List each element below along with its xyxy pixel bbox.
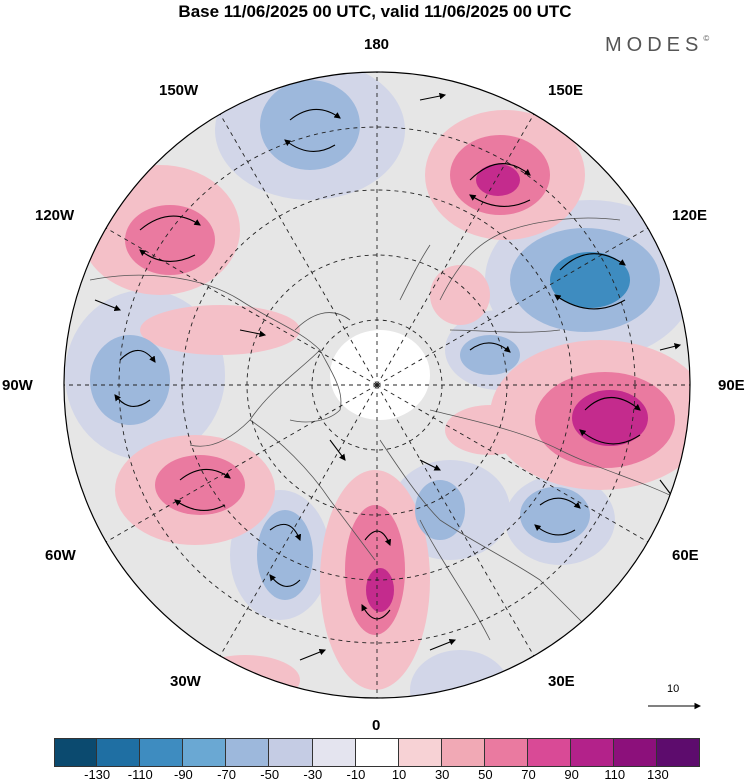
colorbar-tick-label: -110 [127,767,153,782]
colorbar-swatch [97,739,141,766]
colorbar-swatch [183,739,227,766]
anomaly-posL [430,265,490,325]
colorbar-tick-label: -10 [346,767,366,782]
colorbar-swatch [484,739,529,766]
modes-logo: MODES© [605,34,709,57]
anomaly-posM [125,205,215,275]
anomaly-posL [190,655,300,698]
colorbar-swatch [226,739,270,766]
colorbar-tick-label: 90 [564,767,579,782]
colorbar-tick-label: -90 [173,767,193,782]
colorbar-tick-label: 110 [604,767,626,782]
colorbar-tick-label: -70 [217,767,236,782]
colorbar-swatch [441,739,485,766]
map-title: Base 11/06/2025 00 UTC, valid 11/06/2025… [178,2,572,21]
lon-label-90w: 90W [2,377,33,394]
coastlines [89,217,681,641]
colorbar-swatch [140,739,184,766]
lon-label-150e: 150E [548,82,584,99]
anomaly-posL [445,405,535,455]
anomaly-negM [260,80,360,170]
brand-name: MODES [605,34,704,56]
lon-label-90e: 90E [718,377,745,394]
anomaly-posS [572,390,648,446]
colorbar [54,738,701,767]
map-boundary [63,71,691,699]
wind-vectors [94,80,682,661]
anomaly-posS [366,568,394,612]
colorbar-tick-label: 50 [478,767,493,782]
colorbar-swatch [571,739,615,766]
lon-label-30w: 30W [170,673,201,690]
lon-label-180: 180 [364,36,390,53]
anomaly-negL [410,650,510,698]
colorbar-ticks: -130 -110 -90 -70 -50 -30 -10 10 30 50 70 90 110 130 [54,767,701,783]
reference-vector-label: 10 [667,683,680,695]
anomaly-negM [460,335,520,375]
lon-label-120e: 120E [672,207,708,224]
lon-label-60e: 60E [672,547,699,564]
colorbar-swatch [398,739,442,766]
colorbar-tick-label: 130 [647,767,669,782]
anomaly-posL [140,305,300,355]
colorbar-swatch [54,739,98,766]
anomaly-negM [415,480,465,540]
colorbar-tick-label: -130 [84,767,111,782]
colorbar-swatch [355,739,399,766]
brand-mark: © [703,34,710,43]
colorbar-tick-label: 10 [391,767,407,782]
colorbar-tick-label: -30 [303,767,323,782]
colorbar-tick-label: -50 [260,767,280,782]
colorbar-swatch [312,739,356,766]
lon-label-120w: 120W [35,207,75,224]
lon-label-60w: 60W [45,547,76,564]
anomaly-posS [476,164,520,196]
lon-label-150w: 150W [159,82,199,99]
lon-label-0: 0 [372,717,381,734]
colorbar-tick-label: 30 [434,767,450,782]
colorbar-swatch [528,739,572,766]
colorbar-swatch [657,739,701,766]
colorbar-swatch [614,739,658,766]
colorbar-tick-label: 70 [521,767,536,782]
lon-label-30e: 30E [548,673,575,690]
anomaly-negM [90,335,170,425]
colorbar-swatch [269,739,313,766]
anomaly-negS [550,252,630,308]
